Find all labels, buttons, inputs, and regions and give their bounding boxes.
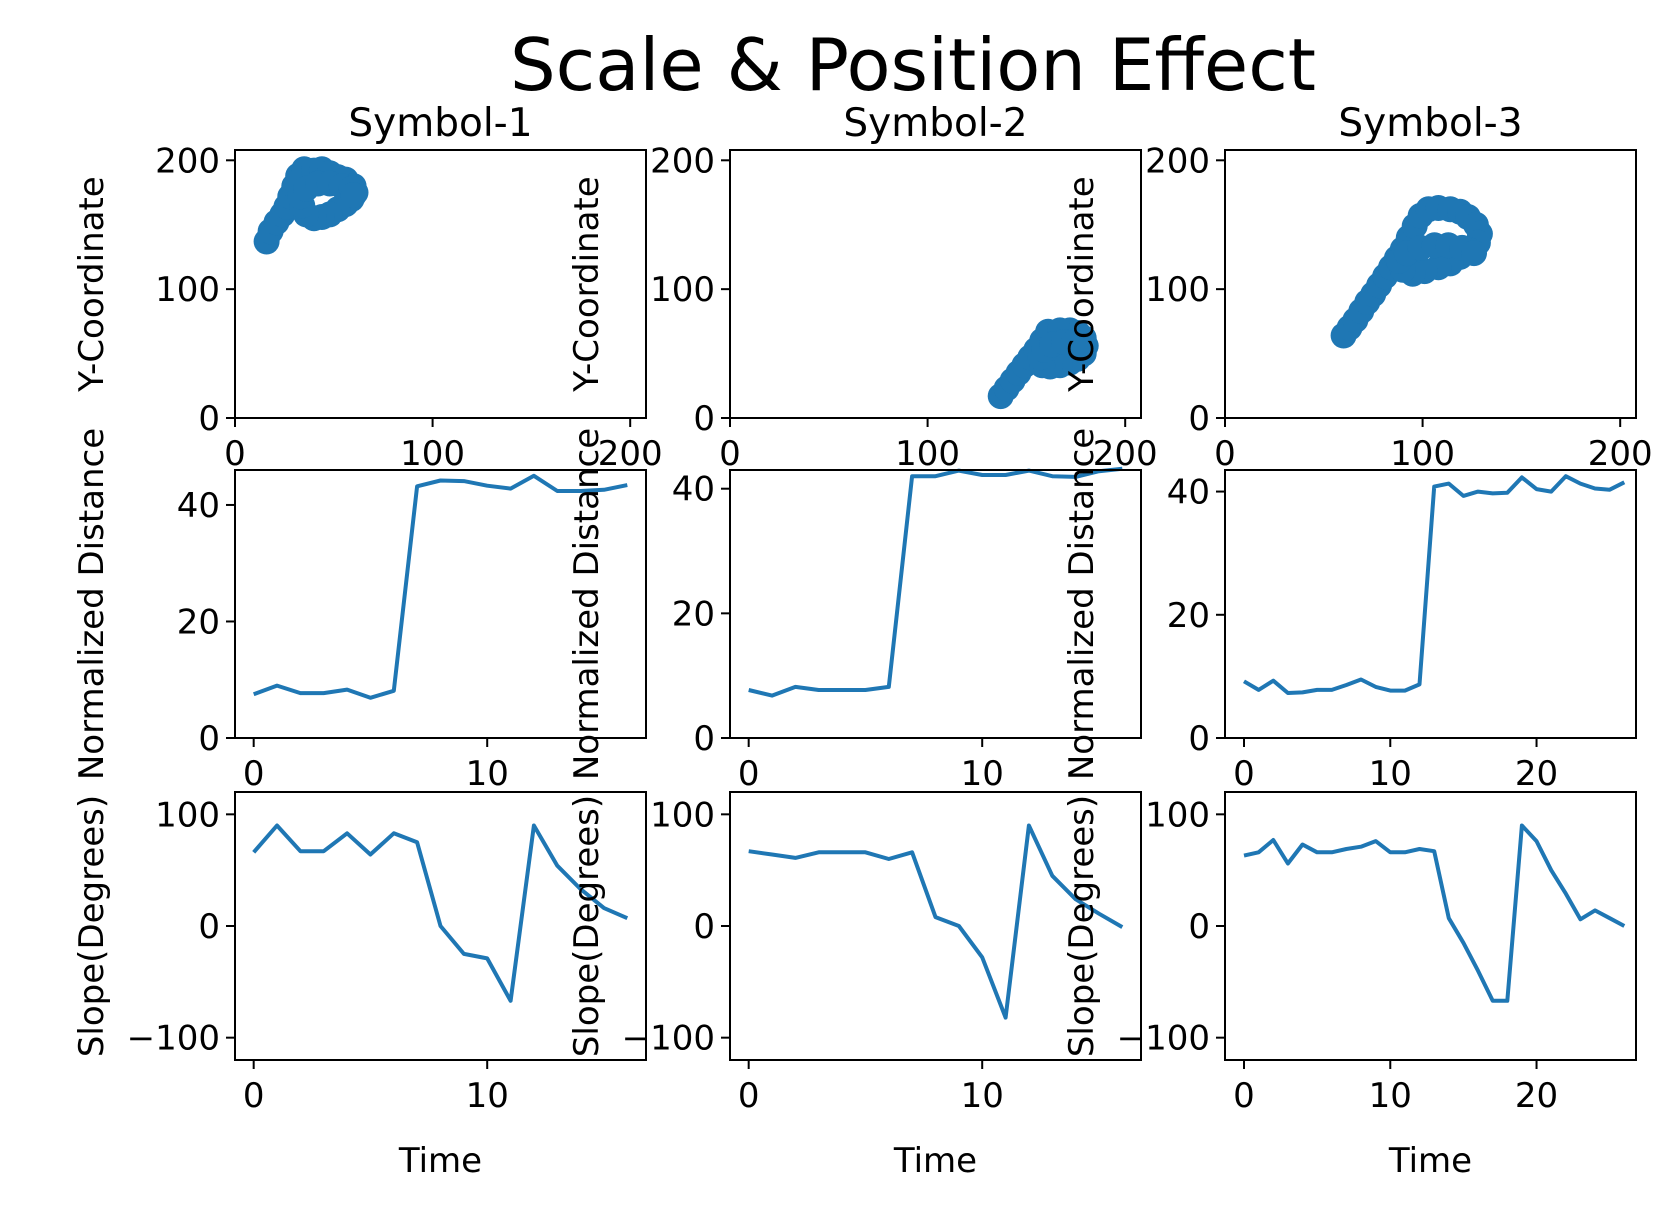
y-axis-label: Y-Coordinate [1062,176,1102,392]
subplot-title: Symbol-2 [843,101,1027,146]
subplot-r0c2: 0 100 200 0 100 200 Symbol-3 Y-Coordinate [1062,101,1653,474]
series-line [252,823,629,1003]
x-tick-label: 0 [1233,1076,1255,1116]
y-axis-label: Y-Coordinate [567,176,607,392]
y-tick-label: 40 [672,470,715,510]
x-tick-label: 0 [719,434,741,474]
subplot-r2c1: 0 10 −100 0 100 Time Slope(Degrees) [567,791,1142,1181]
y-tick-label: 100 [1145,795,1210,835]
y-axis-label: Y-Coordinate [72,176,112,392]
subplot-r2c0: 0 10 −100 0 100 Time Slope(Degrees) [72,791,647,1181]
x-axis-label: Time [893,1141,977,1181]
y-tick-label: 20 [672,594,715,634]
x-tick-label: 20 [1515,1076,1558,1116]
y-tick-label: 40 [177,486,220,526]
y-axis-label: Slope(Degrees) [567,795,607,1057]
x-tick-label: 0 [243,1076,265,1116]
x-tick-label: 10 [961,754,1004,794]
y-tick-label: 100 [1145,270,1210,310]
y-tick-label: 0 [198,719,220,759]
x-tick-label: 20 [1515,754,1558,794]
y-axis-label: Slope(Degrees) [72,795,112,1057]
x-tick-label: 0 [224,434,246,474]
subplot-title: Symbol-1 [348,101,532,146]
figure-suptitle: Scale & Position Effect [510,23,1316,107]
y-tick-label: 0 [693,399,715,439]
series-line [253,473,628,700]
x-tick-label: 10 [1369,754,1412,794]
series-line [748,823,1124,1020]
axes-frame [234,469,647,739]
y-tick-label: 0 [693,719,715,759]
axes-frame [729,149,1142,419]
y-tick-label: 0 [1188,907,1210,947]
x-tick-label: 10 [961,1076,1004,1116]
x-axis-label: Time [1388,1141,1472,1181]
y-tick-label: 40 [1167,473,1210,513]
y-tick-label: 100 [650,270,715,310]
scatter-point [1068,331,1095,358]
scatter-point [1461,240,1487,267]
subplot-r0c0: 0 100 200 0 100 200 Symbol-1 Y-Coordinate [72,101,663,474]
subplot-r2c2: 0 10 20 −100 0 100 Time Slope(Degrees) [1062,791,1637,1181]
y-axis-label: Slope(Degrees) [1062,795,1102,1057]
y-tick-label: 100 [155,795,220,835]
subplot-r0c1: 0 100 200 0 100 200 Symbol-2 Y-Coordinate [567,101,1158,474]
y-tick-label: 100 [650,795,715,835]
series-line [748,466,1123,698]
y-tick-label: 200 [1145,141,1210,181]
y-tick-label: 0 [1188,399,1210,439]
scatter-point [340,182,367,209]
axes-frame [1224,469,1637,739]
x-tick-label: 10 [1369,1076,1412,1116]
x-tick-label: 100 [895,434,960,474]
x-tick-label: 100 [1390,434,1455,474]
y-tick-label: 0 [198,907,220,947]
x-axis-label: Time [398,1141,482,1181]
x-tick-label: 10 [466,754,509,794]
x-tick-label: 0 [738,754,760,794]
y-axis-label: Normalized Distance [1062,428,1102,780]
y-tick-label: −100 [1117,1019,1210,1059]
x-tick-label: 0 [738,1076,760,1116]
y-tick-label: 0 [1188,719,1210,759]
y-tick-label: −100 [622,1019,715,1059]
x-tick-label: 200 [1588,434,1653,474]
subplot-title: Symbol-3 [1338,101,1522,146]
y-tick-label: 0 [198,399,220,439]
x-tick-label: 0 [243,754,265,794]
y-tick-label: 20 [177,603,220,643]
x-tick-label: 0 [1214,434,1236,474]
axes-frame [729,469,1142,739]
series-line [1242,474,1626,695]
y-tick-label: 200 [155,141,220,181]
y-tick-label: 100 [155,270,220,310]
axes-frame [1224,149,1637,419]
axes-frame [234,149,647,419]
y-tick-label: −100 [127,1019,220,1059]
series-line [1243,823,1626,1003]
x-tick-label: 100 [400,434,465,474]
x-tick-label: 200 [1093,434,1158,474]
y-tick-label: 200 [650,141,715,181]
x-tick-label: 200 [598,434,663,474]
y-axis-label: Normalized Distance [567,428,607,780]
x-tick-label: 0 [1233,754,1255,794]
y-tick-label: 0 [693,907,715,947]
y-axis-label: Normalized Distance [72,428,112,780]
y-tick-label: 20 [1167,596,1210,636]
x-tick-label: 10 [466,1076,509,1116]
